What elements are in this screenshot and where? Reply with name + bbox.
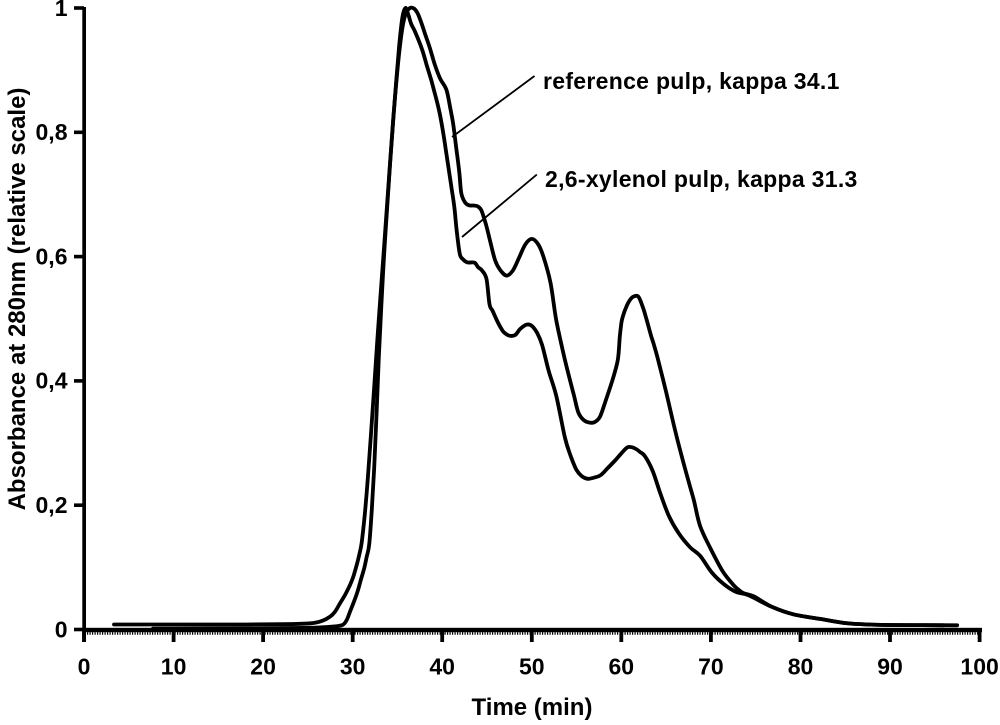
svg-text:Time (min): Time (min) xyxy=(472,694,593,720)
svg-text:40: 40 xyxy=(429,654,455,680)
svg-text:90: 90 xyxy=(877,654,903,680)
svg-text:0: 0 xyxy=(55,616,68,642)
svg-text:70: 70 xyxy=(698,654,724,680)
svg-text:reference pulp, kappa 34.1: reference pulp, kappa 34.1 xyxy=(543,68,840,94)
svg-text:100: 100 xyxy=(960,654,998,680)
svg-text:30: 30 xyxy=(340,654,366,680)
svg-text:50: 50 xyxy=(519,654,545,680)
svg-text:80: 80 xyxy=(788,654,814,680)
svg-text:60: 60 xyxy=(609,654,635,680)
svg-text:20: 20 xyxy=(250,654,276,680)
svg-text:1: 1 xyxy=(55,0,68,21)
svg-text:Absorbance at 280nm (relative: Absorbance at 280nm (relative scale) xyxy=(4,88,31,511)
svg-text:2,6-xylenol pulp, kappa 31.3: 2,6-xylenol pulp, kappa 31.3 xyxy=(545,166,858,192)
svg-text:10: 10 xyxy=(161,654,187,680)
svg-text:0,6: 0,6 xyxy=(36,243,68,269)
svg-text:0,2: 0,2 xyxy=(36,492,68,518)
svg-text:0,8: 0,8 xyxy=(36,119,68,145)
svg-text:0,4: 0,4 xyxy=(36,368,68,394)
svg-text:0: 0 xyxy=(78,654,91,680)
